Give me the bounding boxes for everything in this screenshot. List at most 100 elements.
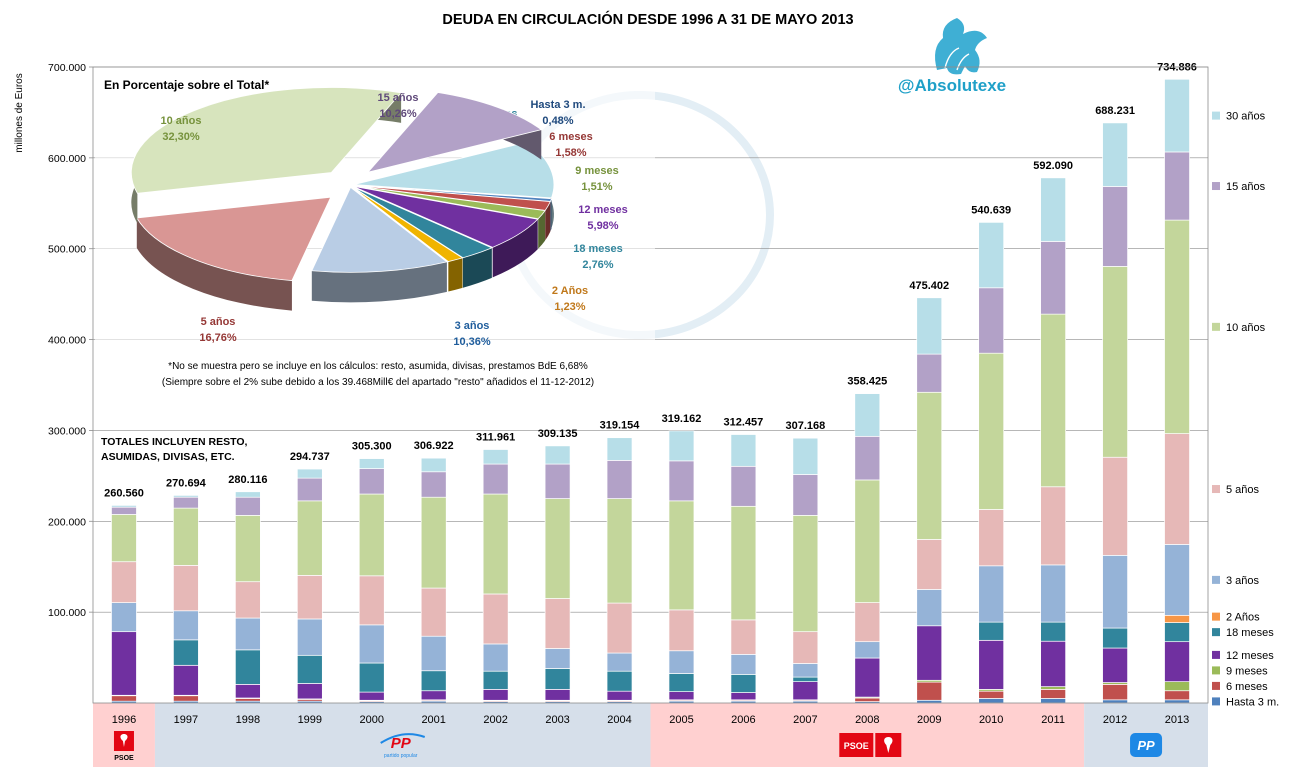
bar-segment (482, 463, 509, 495)
bar-segment (854, 641, 881, 659)
legend: Hasta 3 m. 6 meses 9 meses 12 meses 18 meses… (1212, 111, 1279, 708)
bar-segment (1164, 544, 1190, 616)
total-labels: 260.560 270.694 280.116 294.737 305.300 306.9… (104, 61, 1197, 499)
bar-segment (482, 643, 509, 672)
bar-segment (978, 287, 1005, 354)
legend-label: 10 años (1226, 322, 1266, 334)
bar-segment (1164, 151, 1190, 221)
bar-segment (1102, 684, 1128, 701)
bar-segment (358, 458, 385, 469)
griffin-detail-icon (944, 47, 970, 71)
bar-segment (111, 505, 137, 508)
bar-segment (544, 598, 571, 649)
pie-slice-top (351, 186, 464, 262)
pie-slice-name: 6 meses (549, 131, 592, 143)
pie-slice-top (311, 186, 448, 273)
bar-segment (1164, 614, 1190, 623)
bar-segment (1102, 699, 1128, 704)
bar-segment (296, 500, 323, 576)
bar-segment (978, 639, 1005, 690)
bar-segment (978, 222, 1005, 289)
x-tick-label: 2002 (483, 714, 507, 726)
bar-segment (544, 498, 571, 599)
total-label: 280.116 (228, 474, 267, 486)
bar-segment (235, 581, 261, 619)
legend-label: 30 años (1226, 111, 1266, 123)
psoe-logo-box (839, 733, 874, 757)
x-tick-label: 2009 (917, 714, 941, 726)
pie-slice (311, 186, 448, 303)
bar-segment (1164, 433, 1190, 545)
bar-segment (1040, 698, 1066, 704)
pp-logo-subtext: partido popular (384, 753, 418, 759)
bar-segment (482, 493, 509, 595)
pie-slice-top (130, 87, 402, 194)
bar-segment (173, 639, 199, 666)
pie-slice-top (353, 185, 539, 248)
x-tick-label: 2005 (669, 714, 693, 726)
text-layer: DEUDA EN CIRCULACIÓN DESDE 1996 A 31 DE … (14, 10, 1006, 463)
bar-stacks (111, 78, 1190, 704)
bar-segment (854, 393, 881, 437)
pie-title: En Porcentaje sobre el Total* (104, 78, 269, 92)
pie-slice-pct: 2,76% (582, 259, 613, 271)
legend-swatch (1212, 575, 1220, 584)
pie-slice-side (311, 261, 447, 303)
bar-stack-2009 (916, 297, 943, 704)
total-label: 260.560 (104, 487, 144, 499)
legend-label: Hasta 3 m. (1226, 696, 1279, 708)
pie-slice-name: 15 años (378, 92, 419, 104)
bar-segment (1164, 78, 1190, 153)
x-tick-label: 2000 (360, 714, 384, 726)
legend-label: 15 años (1226, 181, 1266, 193)
bar-stack-1996 (111, 505, 137, 704)
bar-segment (606, 460, 633, 499)
bar-segment (296, 468, 323, 479)
y-tick-label: 100.000 (48, 607, 86, 619)
bar-segment (978, 509, 1005, 567)
bar-stack-2012 (1102, 122, 1128, 704)
y-tick-label: 400.000 (48, 335, 86, 347)
bar-stack-2000 (358, 458, 385, 704)
total-label: 311.961 (476, 432, 515, 444)
bar-segment (606, 652, 633, 672)
bar-segment (730, 505, 757, 621)
bar-segment (296, 683, 323, 700)
pie-slice-side (538, 210, 546, 249)
pie-slice-name: 18 meses (573, 243, 623, 255)
y-tick-label: 500.000 (48, 244, 86, 256)
bar-segment (235, 496, 261, 516)
legend-swatch (1212, 650, 1220, 659)
bar-segment (358, 493, 385, 577)
pie-slice-name: 2 Años (552, 285, 588, 297)
legend-swatch (1212, 111, 1220, 120)
total-label: 306.922 (414, 440, 454, 452)
bar-segment (730, 619, 757, 655)
pp-gull-icon (380, 733, 426, 744)
legend-swatch (1212, 628, 1220, 637)
bar-stack-2002 (482, 449, 509, 704)
bar-stack-2010 (978, 222, 1005, 704)
pie-slice-side (545, 201, 551, 241)
chart-title: DEUDA EN CIRCULACIÓN DESDE 1996 A 31 DE … (442, 10, 853, 28)
total-label: 309.135 (538, 428, 578, 440)
legend-swatch (1212, 322, 1220, 331)
bar-segment (235, 649, 261, 685)
bar-segment (854, 697, 881, 702)
bar-segment (606, 690, 633, 701)
bar-segment (544, 445, 571, 465)
x-tick-label: 2001 (421, 714, 445, 726)
bar-segment (916, 625, 943, 681)
bar-segment (358, 691, 385, 701)
bar-segment (235, 491, 261, 498)
total-label: 688.231 (1095, 105, 1135, 117)
bar-segment (1164, 699, 1190, 704)
bar-stack-2004 (606, 437, 633, 704)
bar-segment (668, 673, 695, 692)
bar-segment (296, 574, 323, 620)
bar-segment (668, 609, 695, 652)
legend-label: 6 meses (1226, 681, 1268, 693)
rose-icon (884, 737, 893, 753)
bar-segment (916, 589, 943, 627)
